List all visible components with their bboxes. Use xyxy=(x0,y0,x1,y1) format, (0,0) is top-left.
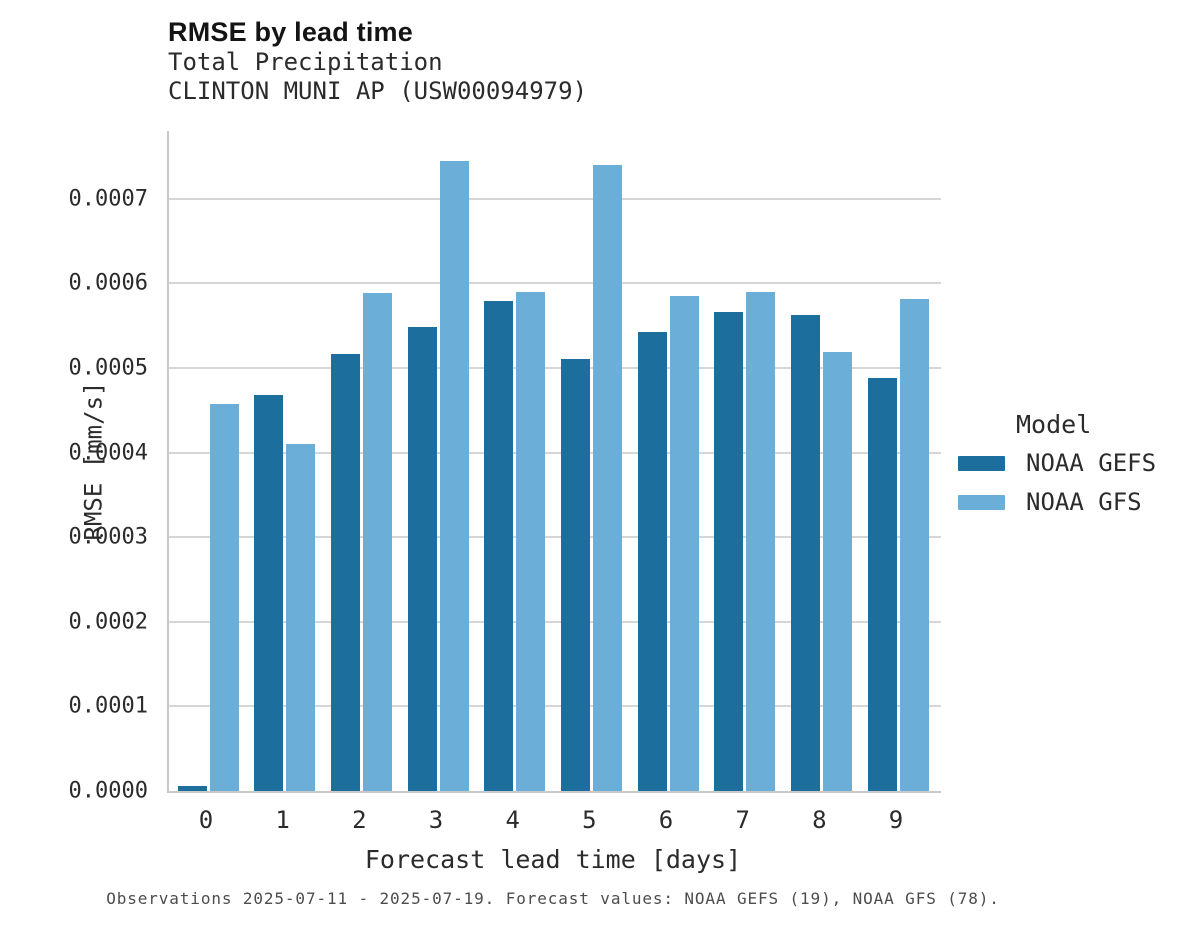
x-tick-label: 9 xyxy=(888,806,904,834)
y-tick-label: 0.0006 xyxy=(68,270,148,296)
bar-noaa-gefs-lead-9 xyxy=(867,378,897,791)
x-tick-label: 6 xyxy=(658,806,674,834)
bar-noaa-gefs-lead-6 xyxy=(637,331,667,791)
x-tick-label: 4 xyxy=(505,806,520,834)
legend-entry-label: NOAA GFS xyxy=(1026,488,1142,516)
title-block: RMSE by lead time Total Precipitation CL… xyxy=(168,16,587,106)
x-tick-label: 3 xyxy=(428,806,444,834)
x-tick-label: 8 xyxy=(812,806,827,834)
bar-noaa-gefs-lead-1 xyxy=(254,395,284,791)
y-gridline xyxy=(169,282,941,285)
footer-caption: Observations 2025-07-11 - 2025-07-19. Fo… xyxy=(106,889,1000,908)
bar-noaa-gefs-lead-2 xyxy=(330,354,360,791)
bar-noaa-gefs-lead-0 xyxy=(177,785,207,791)
bar-noaa-gfs-lead-7 xyxy=(746,291,776,791)
chart-subtitle-station: CLINTON MUNI AP (USW00094979) xyxy=(168,77,588,105)
y-gridline xyxy=(169,536,941,539)
legend-entries: NOAA GEFS NOAA GFS xyxy=(958,449,1178,516)
bar-noaa-gfs-lead-9 xyxy=(899,299,929,791)
x-axis-tick-labels: 0 1 2 3 4 5 6 7 8 9 xyxy=(167,806,939,840)
bar-noaa-gefs-lead-4 xyxy=(484,301,514,791)
x-tick-label: 0 xyxy=(198,806,214,834)
y-tick-label: 0.0005 xyxy=(68,355,148,381)
x-tick-label: 2 xyxy=(352,806,367,834)
y-tick-label: 0.0001 xyxy=(68,693,148,719)
bar-noaa-gfs-lead-5 xyxy=(592,164,622,791)
y-gridline xyxy=(169,620,941,623)
bar-noaa-gfs-lead-4 xyxy=(516,291,546,791)
x-tick-label: 1 xyxy=(275,806,290,834)
legend-entry: NOAA GFS xyxy=(958,488,1178,516)
bar-noaa-gefs-lead-7 xyxy=(714,312,744,791)
legend-swatch-icon xyxy=(958,455,1005,471)
bar-noaa-gfs-lead-2 xyxy=(362,293,392,791)
bar-noaa-gefs-lead-3 xyxy=(407,327,437,791)
x-axis-title: Forecast lead time [days] xyxy=(364,845,742,874)
chart-subtitle-variable: Total Precipitation xyxy=(168,48,443,76)
legend-title: Model xyxy=(1016,410,1092,439)
y-gridline xyxy=(169,451,941,454)
y-tick-label: 0.0002 xyxy=(68,609,148,635)
plot-area xyxy=(167,131,941,793)
legend-swatch-icon xyxy=(958,494,1005,510)
bar-noaa-gefs-lead-5 xyxy=(560,358,590,791)
legend-entry-label: NOAA GEFS xyxy=(1026,449,1157,477)
bar-noaa-gfs-lead-0 xyxy=(209,404,239,791)
bar-noaa-gfs-lead-8 xyxy=(822,351,852,791)
y-gridline xyxy=(169,366,941,369)
y-tick-label: 0.0003 xyxy=(68,524,148,550)
bar-noaa-gfs-lead-3 xyxy=(439,161,469,791)
y-tick-label: 0.0004 xyxy=(68,440,148,466)
legend-entry: NOAA GEFS xyxy=(958,449,1178,477)
bar-noaa-gfs-lead-6 xyxy=(669,296,699,791)
x-tick-label: 5 xyxy=(582,806,597,834)
y-axis-tick-labels: 0.0000 0.0001 0.0002 0.0003 0.0004 0.0005 0.00… xyxy=(0,131,148,803)
x-tick-label: 7 xyxy=(735,806,750,834)
y-tick-label: 0.0007 xyxy=(68,186,148,212)
y-gridline xyxy=(169,705,941,708)
y-tick-label: 0.0000 xyxy=(68,778,148,804)
bar-noaa-gfs-lead-1 xyxy=(286,444,316,791)
bar-noaa-gefs-lead-8 xyxy=(790,315,820,791)
y-gridline xyxy=(169,197,941,200)
chart-title: RMSE by lead time xyxy=(168,17,413,47)
legend: Model NOAA GEFS NOAA GFS xyxy=(958,410,1178,527)
